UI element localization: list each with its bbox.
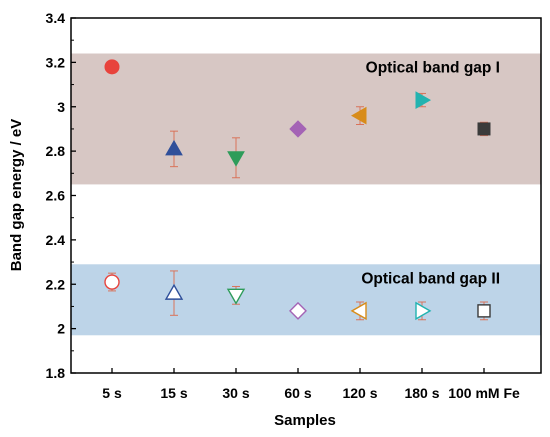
x-axis-title: Samples [274, 412, 336, 429]
x-tick-label-15-s: 15 s [160, 385, 187, 401]
data-point-2-180-s [415, 301, 432, 321]
band-region-1 [71, 53, 541, 185]
data-point-2-30-s [226, 288, 246, 305]
x-tick-label-30-s: 30 s [222, 385, 249, 401]
data-point-1-5-s [104, 59, 120, 75]
data-point-2-60-s [289, 301, 307, 320]
data-point-1-30-s [227, 151, 245, 167]
ticks-layer: 1.8 2 2.2 2.4 2.6 2.8 3 3.2 3.4 5 s 15 s 30 s 60 s 12… [46, 10, 520, 401]
data-point-1-180-s [415, 91, 432, 109]
y-axis-title: Band gap energy / eV [8, 119, 25, 272]
y-tick-label-2: 2 [57, 321, 65, 337]
data-point-2-5-s [104, 274, 120, 290]
x-tick-label-60-s: 60 s [284, 385, 311, 401]
y-tick-label-3: 3 [57, 99, 65, 115]
data-point-1-15-s [165, 139, 183, 156]
band-label-2: Optical band gap II [361, 270, 500, 287]
band-label-1: Optical band gap I [366, 60, 500, 77]
data-point-2-15-s [164, 283, 184, 300]
y-tick-label-2-8: 2.8 [46, 143, 66, 159]
data-point-1-120-s [350, 106, 367, 125]
x-tick-label-180-s: 180 s [404, 385, 439, 401]
y-tick-label-3-4: 3.4 [46, 10, 66, 26]
data-point-2-120-s [350, 301, 367, 321]
x-tick-label-120-s: 120 s [342, 385, 377, 401]
y-tick-label-1-8: 1.8 [46, 365, 66, 381]
x-tick-label-5-s: 5 s [102, 385, 122, 401]
y-tick-label-3-2: 3.2 [46, 54, 66, 70]
data-point-1-100-mm-fe [477, 122, 491, 136]
y-tick-label-2-2: 2.2 [46, 276, 66, 292]
data-points-layer [104, 59, 491, 321]
band-region-2 [71, 264, 541, 336]
x-tick-label-100-mm-fe: 100 mM Fe [448, 385, 520, 401]
data-point-1-60-s [289, 120, 307, 138]
bands-layer: Optical band gap I Optical band gap II [71, 53, 541, 336]
data-point-2-100-mm-fe [477, 304, 491, 318]
y-tick-label-2-4: 2.4 [46, 232, 66, 248]
y-tick-label-2-6: 2.6 [46, 188, 66, 204]
